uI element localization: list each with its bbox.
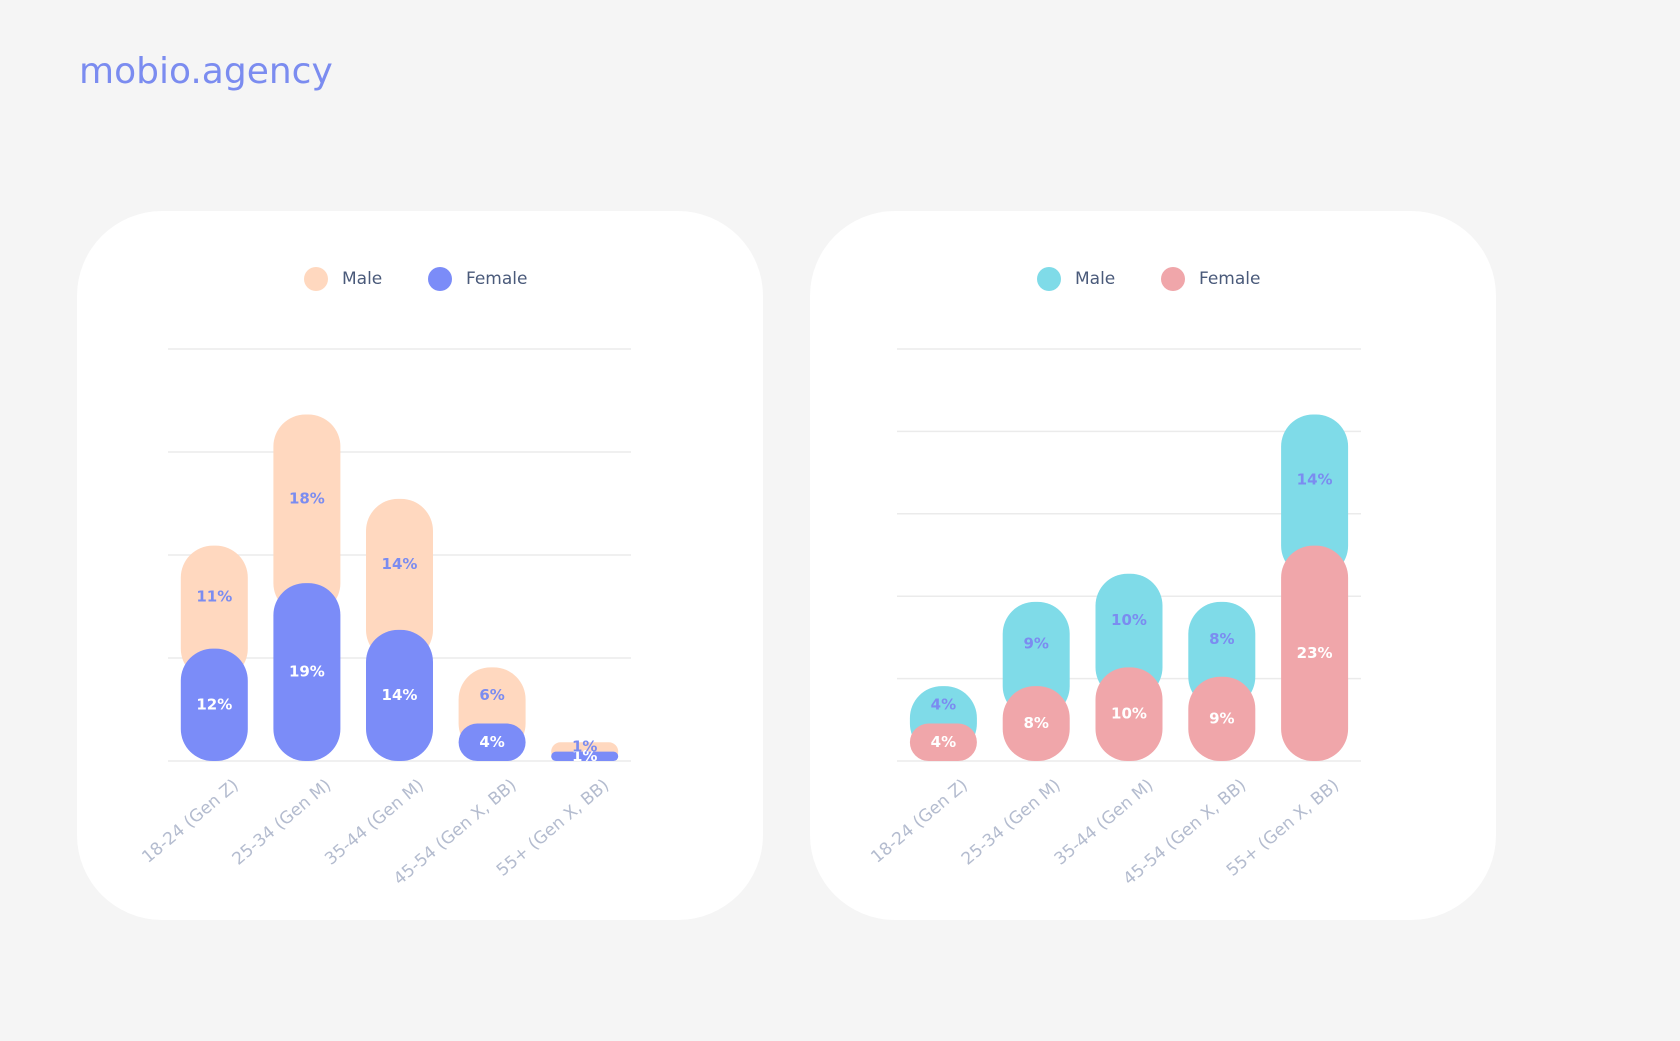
value-label: 6% bbox=[479, 686, 504, 704]
value-label: 8% bbox=[1209, 630, 1234, 648]
value-label: 12% bbox=[196, 695, 232, 713]
bar-segment bbox=[1188, 676, 1256, 761]
bar-segment bbox=[1281, 545, 1349, 761]
legend-label: Male bbox=[1075, 269, 1115, 289]
value-label: 11% bbox=[196, 588, 232, 606]
bar-segment bbox=[273, 414, 341, 616]
brand-title: mobio.agency bbox=[79, 51, 333, 92]
bar-segment bbox=[273, 583, 341, 761]
value-label: 4% bbox=[479, 733, 504, 751]
value-label: 19% bbox=[289, 663, 325, 681]
value-label: 1% bbox=[572, 737, 597, 755]
value-label: 9% bbox=[1023, 634, 1048, 652]
value-label: 10% bbox=[1111, 611, 1147, 629]
bar-segment bbox=[180, 648, 248, 761]
bar-segment bbox=[366, 629, 433, 761]
bar-segment bbox=[1002, 601, 1070, 719]
value-label: 1% bbox=[572, 747, 597, 765]
value-label: 4% bbox=[931, 695, 956, 713]
value-label: 8% bbox=[1023, 714, 1048, 732]
value-label: 9% bbox=[1209, 709, 1234, 727]
bar-segment bbox=[180, 545, 248, 681]
value-label: 14% bbox=[382, 686, 418, 704]
bar-segment bbox=[1281, 414, 1349, 578]
legend-swatch bbox=[428, 267, 452, 291]
legend-label: Female bbox=[466, 269, 527, 289]
bar-segment bbox=[1095, 573, 1163, 700]
value-label: 23% bbox=[1297, 644, 1333, 662]
value-label: 18% bbox=[289, 489, 325, 507]
value-label: 4% bbox=[931, 733, 956, 751]
value-label: 14% bbox=[1297, 471, 1333, 489]
value-label: 14% bbox=[382, 555, 418, 573]
legend-swatch bbox=[1037, 267, 1061, 291]
bar-segment bbox=[366, 498, 433, 662]
legend-label: Male bbox=[342, 269, 382, 289]
bar-segment bbox=[551, 751, 619, 761]
bar-segment bbox=[1002, 686, 1070, 761]
value-label: 10% bbox=[1111, 705, 1147, 723]
bar-segment bbox=[1095, 667, 1163, 761]
legend-label: Female bbox=[1199, 269, 1260, 289]
legend-swatch bbox=[1161, 267, 1185, 291]
bar-segment bbox=[458, 723, 526, 761]
legend-swatch bbox=[304, 267, 328, 291]
bar-segment bbox=[909, 723, 977, 761]
